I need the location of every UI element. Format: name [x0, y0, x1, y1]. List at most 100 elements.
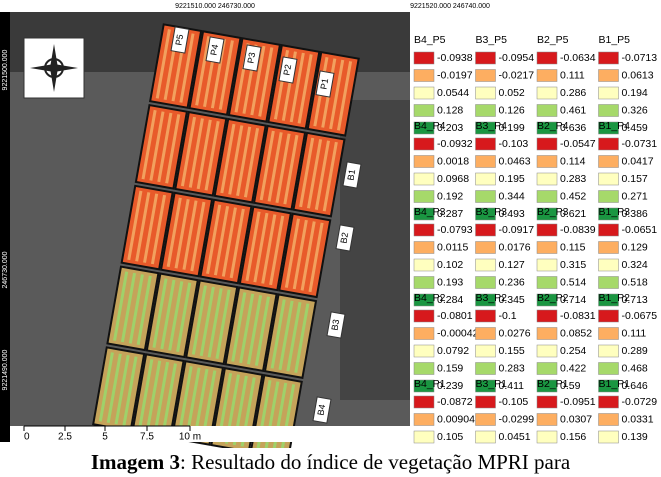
legend-swatch	[476, 363, 496, 375]
legend-value: -0.103	[499, 138, 529, 150]
legend-swatch	[599, 328, 619, 340]
legend-value: 0.0115	[437, 241, 468, 253]
legend-swatch	[537, 105, 557, 117]
legend-value: 0.156	[560, 431, 586, 443]
legend-swatch	[476, 242, 496, 254]
legend-swatch	[599, 242, 619, 254]
legend-value: -0.0651	[622, 224, 658, 236]
legend-value: 0.111	[560, 69, 585, 81]
legend-value: 0.129	[622, 241, 648, 253]
legend-title: B3_P2	[476, 292, 508, 304]
legend-value: -0.0872	[437, 396, 473, 408]
legend-swatch	[476, 259, 496, 271]
legend-swatch	[537, 310, 557, 322]
legend-value: 0.102	[437, 259, 463, 271]
legend-swatch	[476, 70, 496, 82]
legend-value: 0.00904	[437, 413, 475, 425]
legend-swatch	[537, 363, 557, 375]
legend-value: -0.0954	[499, 52, 535, 64]
legend-title: B3_P1	[476, 378, 508, 390]
legend-value: -0.0197	[437, 69, 473, 81]
legend-value: -0.0793	[437, 224, 473, 236]
legend-swatch	[476, 396, 496, 408]
legend-title: B2_P2	[537, 292, 569, 304]
legend-swatch	[414, 431, 434, 443]
legend-swatch	[537, 70, 557, 82]
legend-value: 0.114	[560, 155, 586, 167]
legend-swatch	[537, 431, 557, 443]
legend-swatch	[599, 431, 619, 443]
legend-swatch	[414, 328, 434, 340]
legend-value: 0.324	[622, 259, 648, 271]
legend-swatch	[537, 259, 557, 271]
legend-swatch	[599, 70, 619, 82]
scale-label: 0	[24, 432, 30, 443]
legend-swatch	[414, 70, 434, 82]
label-text: B4	[316, 404, 328, 417]
legend-swatch	[476, 328, 496, 340]
legend-title: B3_P5	[476, 34, 508, 46]
legend-swatch	[599, 259, 619, 271]
legend-value: 0.452	[560, 190, 586, 202]
legend-value: 0.155	[499, 345, 525, 357]
coord-top: 9221510.000 246730.000	[175, 3, 255, 10]
caption: Imagem 3: Resultado do índice de vegetaç…	[0, 450, 661, 475]
legend-value: 0.514	[560, 276, 586, 288]
legend-value: 0.0613	[622, 69, 654, 81]
label-text: P2	[282, 64, 294, 77]
legend-swatch	[599, 396, 619, 408]
legend-value: -0.105	[499, 396, 529, 408]
legend-value: 0.0176	[499, 241, 531, 253]
legend-value: 0.344	[499, 190, 525, 202]
legend-value: 0.105	[437, 431, 463, 443]
scale-label: 7.5	[140, 432, 154, 443]
scale-label: 5	[102, 432, 108, 443]
legend-title: B4_P3	[414, 206, 446, 218]
north-arrow	[24, 38, 84, 98]
legend-swatch	[414, 173, 434, 185]
legend-value: 0.422	[560, 362, 586, 374]
legend-title: B4_P2	[414, 292, 446, 304]
legend-value: 0.0463	[499, 155, 531, 167]
legend-value: 0.0792	[437, 345, 469, 357]
legend-swatch	[414, 156, 434, 168]
legend-value: 0.0276	[499, 327, 531, 339]
legend-swatch	[476, 414, 496, 426]
legend-swatch	[537, 156, 557, 168]
legend-swatch	[414, 363, 434, 375]
legend-value: 0.468	[622, 362, 648, 374]
coord-left: 9221490.000	[2, 349, 9, 390]
legend-title: B3_P4	[476, 120, 508, 132]
legend-value: 0.0307	[560, 413, 592, 425]
label-text: B2	[339, 232, 351, 245]
caption-text: : Resultado do índice de vegetação MPRI …	[180, 450, 570, 474]
legend-value: 0.127	[499, 259, 525, 271]
legend-value: 0.289	[622, 345, 648, 357]
legend-swatch	[537, 52, 557, 64]
legend-title: B1_P3	[599, 206, 631, 218]
legend-swatch	[599, 173, 619, 185]
legend-value: -0.0938	[437, 52, 473, 64]
scale-label: 10 m	[179, 432, 201, 443]
legend-title: B4_P1	[414, 378, 446, 390]
legend-title: B2_P1	[537, 378, 569, 390]
legend-swatch	[476, 105, 496, 117]
legend-value: 0.126	[499, 104, 525, 116]
legend-value: 0.0852	[560, 327, 592, 339]
legend-swatch	[476, 173, 496, 185]
legend-swatch	[414, 345, 434, 357]
legend-swatch	[537, 191, 557, 203]
legend-swatch	[599, 191, 619, 203]
legend-value: -0.0917	[499, 224, 535, 236]
legend-title: B2_P5	[537, 34, 569, 46]
legend-swatch	[476, 224, 496, 236]
legend-swatch	[476, 87, 496, 99]
legend-value: 0.192	[437, 190, 463, 202]
legend-swatch	[414, 224, 434, 236]
legend-swatch	[476, 138, 496, 150]
legend-title: B2_P4	[537, 120, 569, 132]
legend-value: 0.128	[437, 104, 463, 116]
legend-swatch	[537, 87, 557, 99]
legend-value: 0.283	[499, 362, 525, 374]
